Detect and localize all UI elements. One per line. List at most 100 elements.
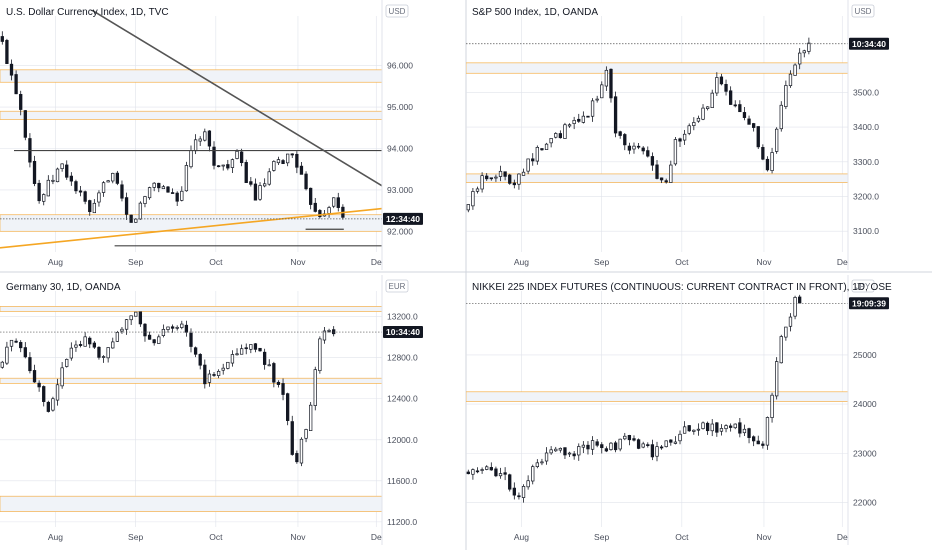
candle-body [157, 182, 161, 189]
candle-body [572, 453, 576, 457]
y-tick-label: 92.000 [387, 226, 413, 236]
plot-area [466, 291, 848, 527]
candle-body [692, 429, 696, 432]
candle-body [249, 181, 253, 185]
candle-body [646, 150, 650, 157]
candle-body [152, 339, 156, 344]
currency-badge[interactable] [851, 279, 875, 293]
candle-body [705, 422, 710, 432]
candle-body [664, 440, 668, 448]
candle-body [577, 118, 581, 122]
candle-body [779, 336, 783, 364]
candle-body [226, 164, 230, 169]
candle-body [115, 332, 120, 342]
candle-body [673, 441, 678, 444]
candle-body [207, 130, 212, 147]
candle-body [147, 334, 152, 340]
candle-body [180, 323, 184, 328]
candle-body [563, 124, 567, 139]
chart-panel-2[interactable]: 3500.0 3400.0 3300.0 3200.0 3100.0 Aug Sep Oct N… [466, 0, 889, 270]
candle-body [193, 139, 198, 152]
y-tick-label: 11600.0 [387, 476, 417, 486]
chart-panel-1[interactable]: 96.000 95.000 94.000 93.000 92.000 Aug Sep Oct N… [0, 0, 423, 270]
currency-badge[interactable] [851, 4, 875, 18]
candle-body [170, 326, 175, 329]
current-price-box [849, 37, 889, 50]
support-resistance-zone [0, 69, 382, 83]
candle-body [498, 473, 503, 477]
candle-body [198, 138, 202, 142]
candle-body [761, 147, 765, 160]
candle-body [332, 197, 336, 207]
candle-body [669, 439, 673, 443]
candle-body [37, 182, 41, 202]
candle-body [609, 68, 613, 99]
candle-body [318, 210, 322, 218]
candle-body [618, 438, 622, 450]
candle-body [193, 347, 198, 355]
candle-body [466, 204, 470, 211]
candle-body [138, 202, 143, 220]
chart-panel-4[interactable]: 25000 24000 23000 22000 Aug Sep Oct Nov De 19:09:… [466, 275, 892, 545]
candle-body [512, 487, 516, 496]
candle-body [42, 386, 46, 402]
candle-body [678, 433, 682, 442]
candle-body [742, 428, 747, 434]
trend-line [0, 207, 382, 249]
candle-body [692, 122, 696, 126]
candle-body [92, 342, 96, 348]
candle-body [157, 336, 161, 344]
chart-panel-3[interactable]: 13200.0 12800.0 12400.0 12000.0 11600.0 11200… [0, 275, 423, 545]
candle-body [143, 196, 147, 204]
candle-body [9, 339, 14, 347]
candle-body [281, 383, 285, 395]
candle-body [32, 160, 37, 184]
current-price-label: 19:09:39 [852, 298, 886, 308]
candle-body [673, 139, 678, 165]
candle-body [535, 462, 539, 467]
candle-body [595, 98, 599, 101]
candle-body [613, 96, 618, 134]
candle-body [788, 316, 793, 327]
candle-body [60, 367, 64, 387]
candle-body [115, 172, 120, 184]
candle-body [724, 425, 728, 430]
x-tick-label: Aug [514, 257, 529, 267]
candle-body [669, 164, 673, 183]
candle-body [779, 104, 783, 130]
x-tick-label: Oct [209, 257, 223, 267]
candle-body [503, 171, 507, 177]
candle-body [276, 159, 281, 164]
candle-body [540, 461, 544, 464]
candle-body [180, 190, 184, 201]
candle-body [784, 85, 788, 108]
candle-body [728, 425, 733, 428]
candle-body [138, 311, 143, 325]
candle-body [23, 347, 27, 358]
candle-body [97, 192, 101, 203]
candle-body [623, 435, 627, 440]
currency-label: JPY [856, 282, 871, 291]
x-tick-label: Sep [128, 532, 143, 542]
candle-body [32, 370, 37, 383]
candle-body [655, 164, 659, 179]
candle-body [175, 326, 179, 329]
candle-body [687, 425, 691, 432]
candle-body [752, 123, 756, 128]
candle-body [641, 443, 645, 448]
y-tick-label: 12000.0 [387, 435, 418, 445]
candle-body [508, 174, 512, 184]
candle-body [19, 342, 23, 349]
currency-badge[interactable] [385, 4, 409, 18]
currency-badge[interactable] [385, 279, 409, 293]
support-resistance-zone [0, 377, 382, 384]
candle-body [267, 364, 271, 367]
candle-body [793, 64, 797, 76]
candle-body [632, 438, 636, 441]
candle-body [295, 453, 299, 463]
candle-body [678, 138, 682, 142]
candle-body [508, 474, 512, 490]
candle-body [535, 146, 539, 162]
candle-body [761, 443, 765, 446]
